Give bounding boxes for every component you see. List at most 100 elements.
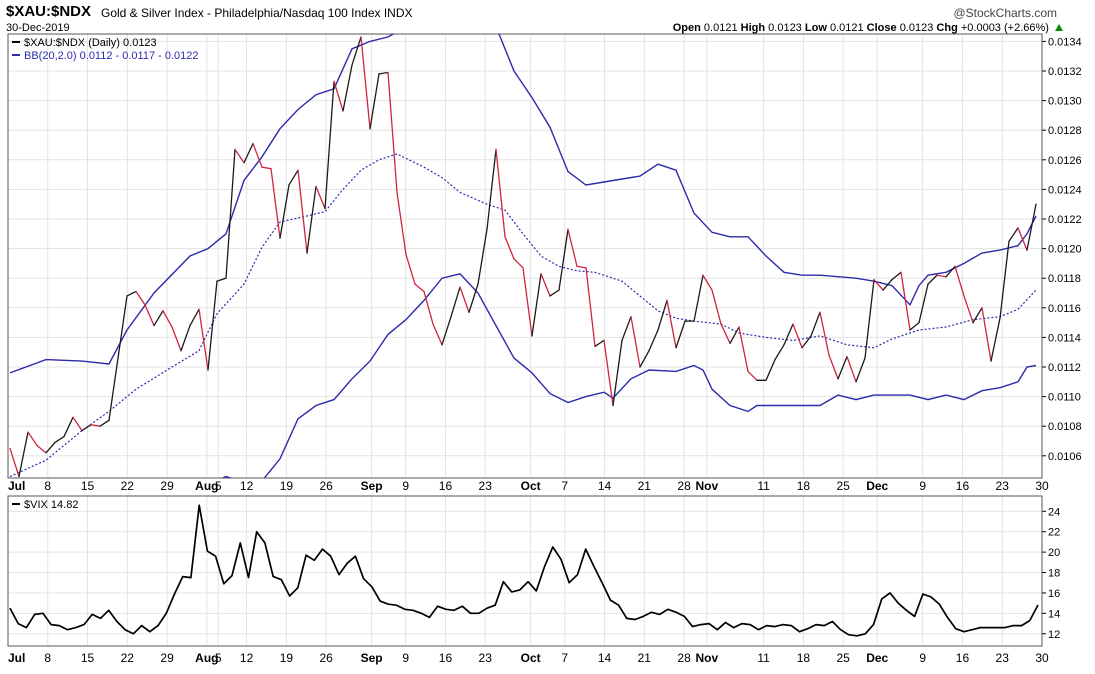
vix-x-tick-label: 7 (561, 651, 568, 665)
price-line-segment (504, 236, 515, 260)
vix-y-tick-label: 24 (1048, 506, 1060, 518)
price-line-segment (90, 424, 101, 427)
price-x-tick-label: 23 (479, 479, 493, 493)
price-line-segment (405, 253, 416, 285)
price-line-segment (423, 290, 434, 325)
vix-x-tick-label: Oct (521, 651, 541, 665)
price-line-segment (351, 36, 362, 66)
vix-x-tick-label: 29 (160, 651, 174, 665)
price-line-segment (270, 168, 281, 239)
price-line-segment (990, 317, 1001, 362)
price-line-segment (855, 357, 866, 383)
price-x-tick-label: Dec (866, 479, 888, 493)
price-line-segment (126, 290, 137, 297)
price-line-segment (162, 310, 173, 328)
price-x-tick-label: Nov (695, 479, 718, 493)
price-x-tick-label: 14 (598, 479, 612, 493)
close-label: Close (866, 22, 897, 34)
open-label: Open (672, 22, 701, 34)
price-line-segment (909, 321, 920, 331)
vix-x-tick-label: 5 (215, 651, 222, 665)
price-line-segment (27, 431, 38, 447)
vix-x-tick-label: 26 (319, 651, 333, 665)
price-x-tick-label: 16 (439, 479, 453, 493)
vix-x-tick-label: 23 (996, 651, 1010, 665)
vix-y-tick-label: 16 (1048, 588, 1060, 600)
price-line-segment (477, 228, 488, 285)
price-y-tick-label: 0.0106 (1048, 451, 1082, 463)
price-line-segment (783, 323, 794, 346)
price-y-tick-label: 0.0124 (1048, 184, 1082, 196)
low-value: 0.0121 (829, 22, 864, 34)
price-line-segment (918, 283, 929, 324)
price-plot-area (9, 34, 1037, 478)
price-line-segment (135, 290, 146, 306)
bb-lower-line (221, 273, 1037, 478)
price-x-tick-label: 9 (402, 479, 409, 493)
price-line-segment (360, 36, 371, 130)
price-line-segment (738, 326, 749, 373)
price-line-segment (513, 258, 524, 269)
price-line-segment (495, 148, 506, 238)
vix-legend-entry: $VIX 14.82 (24, 499, 78, 511)
price-line-segment (972, 307, 983, 324)
vix-x-tick-label: 28 (677, 651, 691, 665)
open-value: 0.0121 (703, 22, 738, 34)
price-line-segment (954, 265, 965, 297)
vix-x-tick-label: 25 (836, 651, 850, 665)
vix-x-tick-label: Nov (695, 651, 718, 665)
symbol-description: Gold & Silver Index - Philadelphia/Nasda… (101, 6, 413, 20)
price-line-segment (837, 355, 848, 380)
price-line-segment (54, 435, 65, 444)
price-line-segment (729, 326, 740, 344)
vix-x-tick-label: 21 (638, 651, 652, 665)
vix-x-tick-label: 16 (956, 651, 970, 665)
vix-x-tick-label: 22 (121, 651, 135, 665)
price-line-segment (216, 277, 227, 282)
price-line-segment (198, 308, 209, 371)
price-x-tick-label: 29 (160, 479, 174, 493)
price-line-segment (774, 344, 785, 361)
chart-header: $XAU:$NDX Gold & Silver Index - Philadel… (6, 2, 1091, 40)
price-line-segment (432, 323, 443, 346)
price-line-segment (594, 339, 605, 347)
price-x-tick-label: Sep (361, 479, 383, 493)
price-x-tick-label: 18 (797, 479, 811, 493)
price-line-segment (387, 71, 398, 194)
price-line-segment (225, 148, 236, 279)
price-line-segment (765, 358, 776, 381)
price-line-segment (180, 324, 191, 352)
price-line-segment (846, 355, 857, 383)
price-line-segment (891, 271, 902, 281)
chg-label: Chg (936, 22, 958, 34)
price-line-segment (468, 283, 479, 313)
price-y-tick-label: 0.0116 (1048, 303, 1081, 315)
price-y-tick-label: 0.0130 (1048, 96, 1082, 108)
chart-date: 30-Dec-2019 (6, 22, 70, 34)
price-y-tick-label: 0.0132 (1048, 66, 1082, 78)
price-x-tick-label: 22 (121, 479, 135, 493)
price-line-segment (864, 279, 875, 359)
price-x-tick-label: 30 (1035, 479, 1049, 493)
price-line-segment (1008, 227, 1019, 242)
price-line-segment (414, 283, 425, 293)
price-line-segment (72, 416, 83, 432)
price-line-segment (117, 295, 128, 359)
price-line-segment (333, 80, 344, 112)
price-x-tick-label: 12 (240, 479, 254, 493)
price-legend-entry: BB(20,2.0) 0.0112 - 0.0117 - 0.0122 (24, 50, 199, 62)
price-line-segment (630, 316, 641, 368)
price-line-segment (963, 295, 974, 324)
vix-x-tick-label: Sep (361, 651, 383, 665)
price-line-segment (792, 323, 803, 349)
price-line-segment (450, 286, 461, 318)
price-line-segment (63, 416, 74, 438)
vix-x-tick-label: 11 (757, 651, 770, 665)
price-panel-frame (7, 33, 1043, 479)
vix-panel-frame (7, 495, 1043, 647)
price-line-segment (621, 316, 632, 342)
price-line-segment (369, 73, 380, 130)
price-x-tick-label: 21 (638, 479, 652, 493)
price-line-segment (279, 184, 290, 239)
